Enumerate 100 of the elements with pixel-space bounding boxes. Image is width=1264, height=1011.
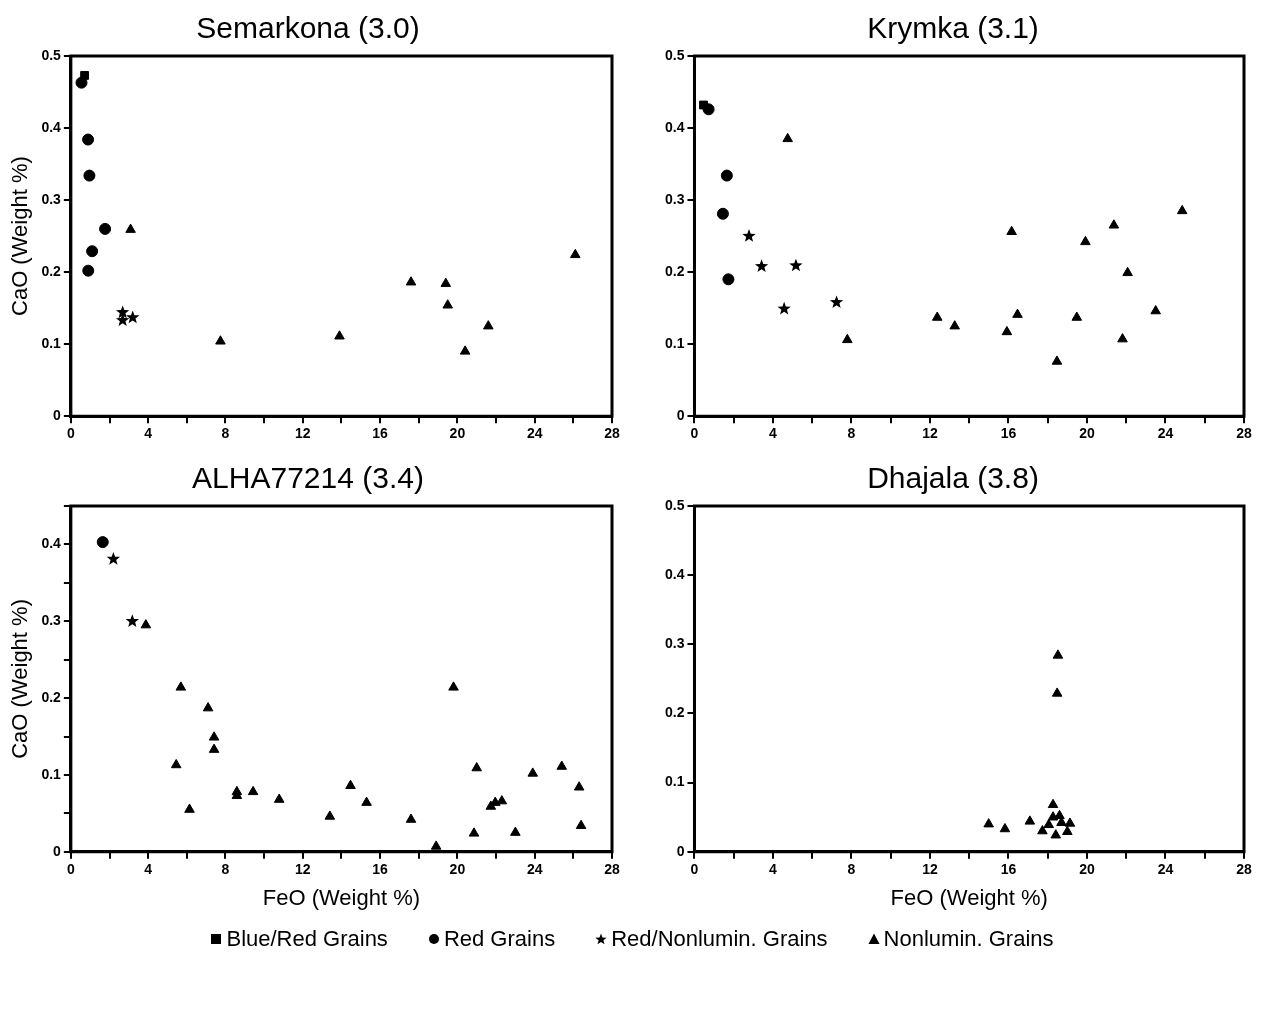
y-axis-title: CaO (Weight %) [7,599,33,759]
point [1037,825,1048,835]
chart-title: Dhajala (3.8) [867,461,1039,495]
point [999,822,1011,833]
y-tick-label: 0.4 [664,118,685,135]
point [983,818,994,828]
point [1006,225,1017,236]
point [789,258,803,272]
legend-label: Nonlumin. Grains [883,926,1054,952]
point [184,803,195,813]
point [1071,311,1083,321]
point [1150,305,1161,315]
point [1117,333,1128,343]
point [1050,829,1062,839]
point [116,305,130,319]
x-tick-label: 0 [690,425,699,442]
point [782,132,793,143]
x-tick-label: 0 [66,861,75,878]
point [1176,204,1188,215]
x-tick-label: 24 [1157,425,1174,442]
point [1054,809,1065,820]
y-tick-label: 0.2 [664,262,685,279]
point [126,310,140,324]
x-tick-label: 8 [847,861,856,878]
point [1080,235,1091,246]
point [208,731,220,741]
point [1043,818,1054,829]
point [1062,825,1073,835]
x-tick-label: 20 [1079,425,1095,442]
x-tick-label: 28 [1236,425,1252,442]
point [573,781,585,791]
y-tick-label: 0.5 [664,46,685,63]
y-tick-label: 0.3 [664,190,685,207]
y-tick-label: 0.2 [41,688,62,705]
point [570,248,581,259]
point [448,681,459,691]
chart-title: Krymka (3.1) [867,11,1039,45]
point [1047,798,1059,809]
x-tick-label: 8 [221,425,230,442]
point [96,536,109,549]
point [1108,219,1120,229]
point [334,330,345,340]
x-tick-label: 20 [1079,861,1095,878]
point [722,273,735,286]
y-tick-label: 0 [676,842,685,859]
x-tick-label: 4 [769,861,778,878]
point [430,840,442,850]
point [324,810,336,820]
y-tick-label: 0.4 [664,566,685,583]
x-tick-label: 12 [294,861,311,878]
x-axis-title: FeO (Weight %) [890,884,1048,910]
point [1122,266,1133,277]
x-tick-label: 12 [922,861,938,878]
point [86,245,99,258]
point [720,169,733,182]
y-tick-label: 0.5 [41,46,62,63]
point [215,335,226,345]
point [483,320,494,330]
point [1051,687,1063,697]
y-tick-label: 0.1 [41,765,62,782]
y-tick-label: 0.3 [41,612,62,629]
x-tick-label: 0 [66,425,75,442]
point [116,313,130,327]
x-tick-label: 4 [769,425,778,442]
y-tick-label: 0.4 [41,118,62,135]
y-tick-label: 0.1 [664,773,685,790]
x-tick-label: 20 [449,425,466,442]
point [1024,815,1036,825]
point [931,311,943,321]
point [575,819,587,829]
y-tick-label: 0 [53,407,62,424]
point [202,702,214,712]
point [510,826,521,836]
x-tick-label: 24 [526,861,543,878]
point [556,760,568,770]
point [247,785,259,796]
chart-title: ALHA77214 (3.4) [192,461,424,495]
x-tick-label: 20 [449,861,466,878]
point [170,758,182,769]
chart-title: Semarkona (3.0) [196,11,420,45]
point [829,295,844,309]
point [716,207,729,220]
x-tick-label: 4 [144,425,153,442]
x-tick-label: 12 [922,425,938,442]
x-tick-label: 24 [526,425,543,442]
y-tick-label: 0.1 [41,335,62,352]
point [405,276,417,286]
point [361,796,372,806]
y-tick-label: 0 [676,407,685,424]
x-tick-label: 28 [1236,861,1252,878]
point [80,71,89,80]
point [175,681,187,691]
x-tick-label: 16 [1000,425,1017,442]
point [754,259,769,273]
y-tick-label: 0.3 [41,190,62,207]
x-tick-label: 12 [294,425,311,442]
x-tick-label: 16 [372,425,389,442]
point [82,264,95,277]
point [125,614,139,627]
point [106,552,121,565]
